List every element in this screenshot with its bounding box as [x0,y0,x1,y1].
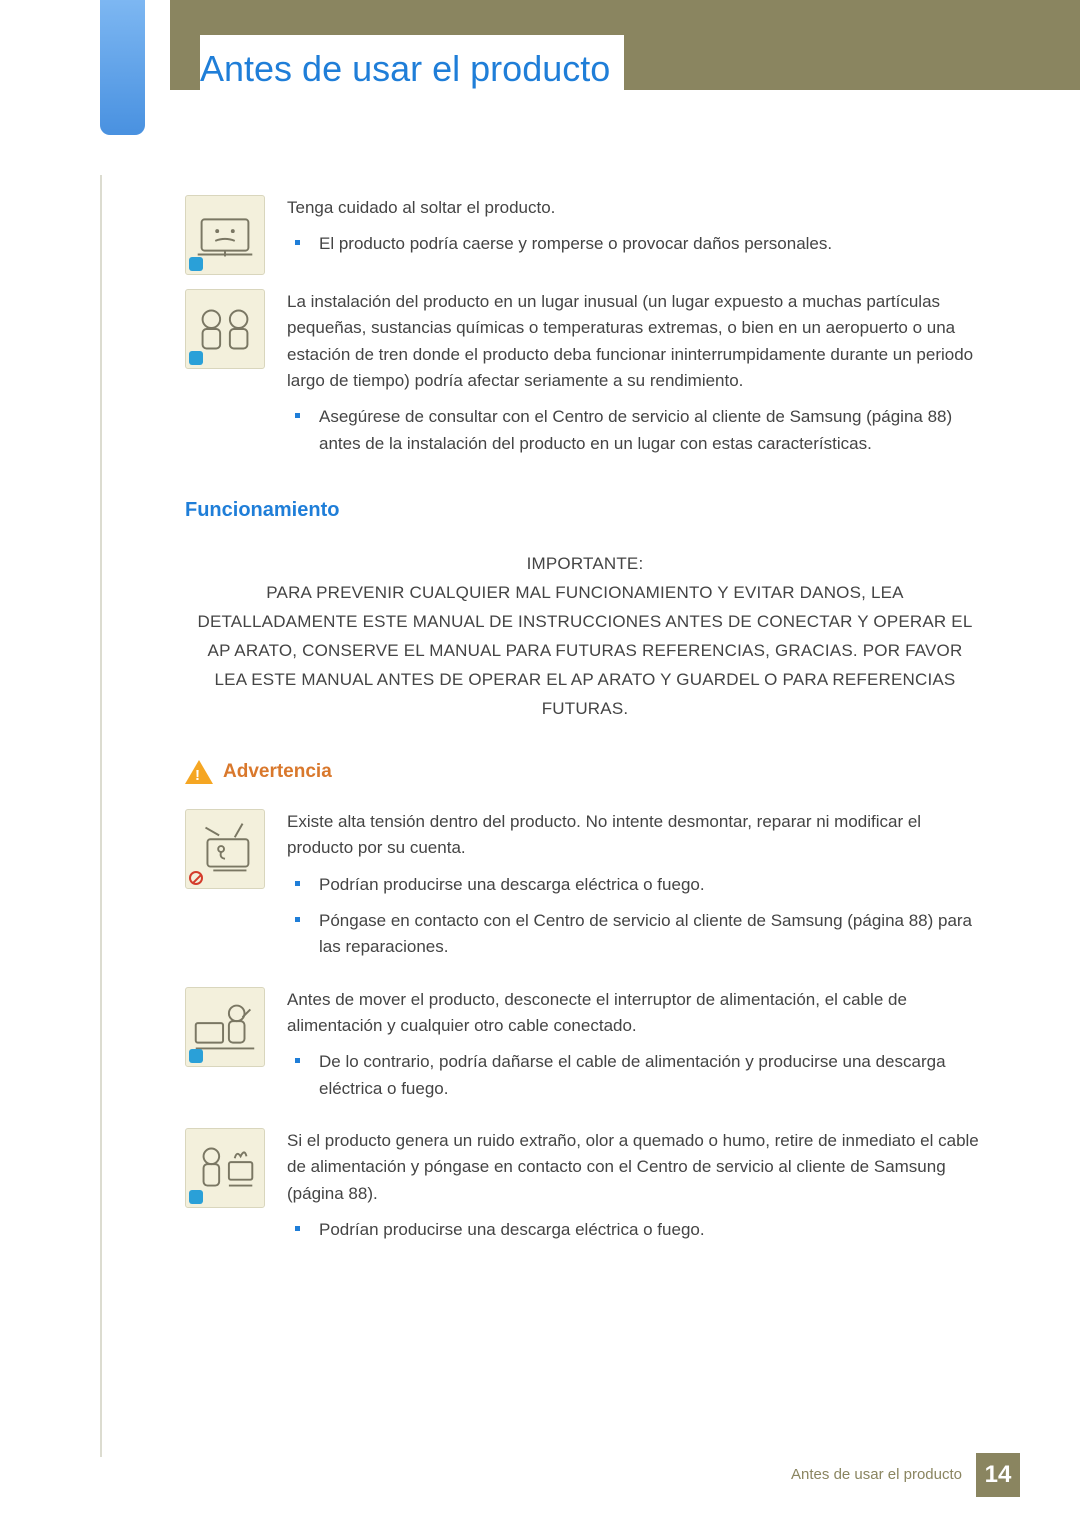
info-badge-icon [189,1049,203,1063]
page-number: 14 [976,1453,1020,1497]
caution-text: Tenga cuidado al soltar el producto. El … [287,195,985,275]
chapter-tab [100,0,145,135]
list-item: Póngase en contacto con el Centro de ser… [309,908,985,961]
left-margin-rule [100,175,102,1457]
paragraph: Antes de mover el producto, desconecte e… [287,987,985,1040]
warning-triangle-icon [185,760,213,784]
paragraph: Tenga cuidado al soltar el producto. [287,195,985,221]
list-item: El producto podría caerse y romperse o p… [309,231,985,257]
page-content: Tenga cuidado al soltar el producto. El … [185,195,985,1269]
warning-row: Existe alta tensión dentro del producto.… [185,809,985,973]
paragraph: Existe alta tensión dentro del producto.… [287,809,985,862]
list-item: Podrían producirse una descarga eléctric… [309,872,985,898]
warning-row: Antes de mover el producto, desconecte e… [185,987,985,1114]
illustration-unplug-before-move [185,987,265,1067]
paragraph: Si el producto genera un ruido extraño, … [287,1128,985,1207]
section-title-funcionamiento: Funcionamiento [185,495,985,526]
page-footer: Antes de usar el producto 14 [791,1453,1020,1497]
page-title: Antes de usar el producto [200,35,624,103]
page-header: Antes de usar el producto [0,0,1080,110]
illustration-consult-service [185,289,265,369]
footer-chapter-label: Antes de usar el producto [791,1463,962,1486]
important-body: PARA PREVENIR CUALQUIER MAL FUNCIONAMIEN… [191,579,979,723]
info-badge-icon [189,257,203,271]
list-item: De lo contrario, podría dañarse el cable… [309,1049,985,1102]
warning-label: Advertencia [223,757,332,786]
info-badge-icon [189,1190,203,1204]
important-label: IMPORTANTE: [191,550,979,579]
bullet-list: Podrían producirse una descarga eléctric… [287,1217,985,1243]
paragraph: La instalación del producto en un lugar … [287,289,985,394]
info-badge-icon [189,351,203,365]
warning-row: Si el producto genera un ruido extraño, … [185,1128,985,1255]
caution-row: Tenga cuidado al soltar el producto. El … [185,195,985,275]
warning-heading: Advertencia [185,757,985,786]
bullet-list: Asegúrese de consultar con el Centro de … [287,404,985,457]
caution-text: La instalación del producto en un lugar … [287,289,985,469]
illustration-no-disassemble [185,809,265,889]
warning-text: Existe alta tensión dentro del producto.… [287,809,985,973]
warning-text: Si el producto genera un ruido extraño, … [287,1128,985,1255]
warning-text: Antes de mover el producto, desconecte e… [287,987,985,1114]
illustration-drop-product [185,195,265,275]
illustration-smoke-noise [185,1128,265,1208]
caution-row: La instalación del producto en un lugar … [185,289,985,469]
prohibit-icon [189,871,203,885]
list-item: Podrían producirse una descarga eléctric… [309,1217,985,1243]
important-block: IMPORTANTE: PARA PREVENIR CUALQUIER MAL … [185,550,985,723]
bullet-list: El producto podría caerse y romperse o p… [287,231,985,257]
list-item: Asegúrese de consultar con el Centro de … [309,404,985,457]
bullet-list: Podrían producirse una descarga eléctric… [287,872,985,961]
bullet-list: De lo contrario, podría dañarse el cable… [287,1049,985,1102]
